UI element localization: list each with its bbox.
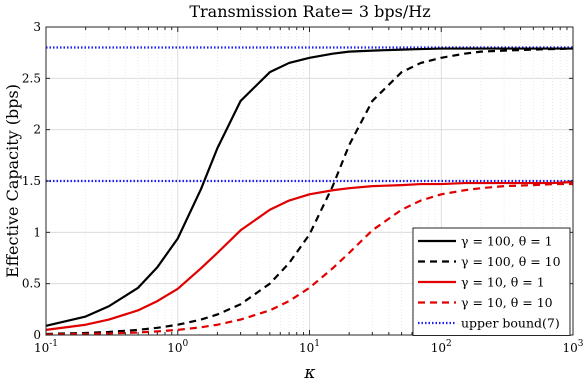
y-tick-label: 2 <box>33 123 41 137</box>
chart-title: Transmission Rate= 3 bps/Hz <box>189 2 430 21</box>
y-tick-label: 2.5 <box>22 71 41 85</box>
y-tick-label: 3 <box>33 20 41 34</box>
legend-label: γ = 100, θ = 1 <box>461 234 553 249</box>
y-tick-label: 0.5 <box>22 277 41 291</box>
x-tick-label: 10-1 <box>34 339 58 355</box>
x-tick-label: 102 <box>431 339 452 355</box>
legend: γ = 100, θ = 1 γ = 100, θ = 10 γ = 10, θ =… <box>412 227 571 336</box>
legend-label: γ = 10, θ = 10 <box>461 295 553 310</box>
legend-label: γ = 100, θ = 10 <box>461 254 561 269</box>
y-tick-label: 1.5 <box>22 174 41 188</box>
y-tick-label: 0 <box>33 328 41 342</box>
series-lines <box>45 47 574 336</box>
y-tick-label: 1 <box>33 225 41 239</box>
series-line-4 <box>45 182 573 336</box>
x-axis-label: κ <box>303 363 315 383</box>
legend-label: γ = 10, θ = 1 <box>461 275 545 290</box>
series-line-1 <box>45 47 573 327</box>
y-axis-label: Effective Capacity (bps) <box>3 84 22 278</box>
x-tick-label: 100 <box>167 339 188 355</box>
series-line-3 <box>45 180 574 331</box>
series-line-2 <box>45 47 574 336</box>
x-tick-label: 103 <box>562 339 583 355</box>
legend-label: upper bound(7) <box>461 316 560 331</box>
x-tick-label: 101 <box>299 339 320 355</box>
